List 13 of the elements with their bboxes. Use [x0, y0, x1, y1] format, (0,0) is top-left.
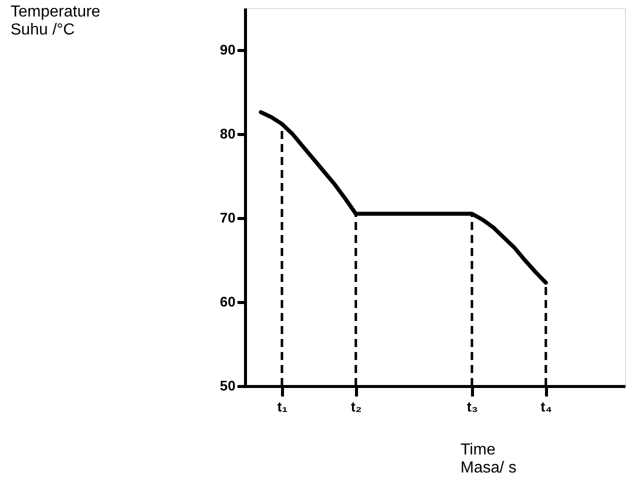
- y-tick-label: 60: [220, 294, 236, 310]
- text: Time: [460, 442, 496, 458]
- x-tick-label: t₄: [540, 398, 552, 414]
- x-tick-label: t₂: [350, 398, 362, 414]
- x-tick-label: t₃: [466, 398, 478, 414]
- y-tick-label: 80: [220, 126, 236, 142]
- y-tick-label: 90: [220, 42, 236, 58]
- text: Masa/ s: [460, 460, 517, 476]
- text: Suhu /°C: [10, 22, 75, 38]
- x-tick-label: t₁: [277, 398, 288, 414]
- text: Temperature: [10, 4, 100, 20]
- y-tick-label: 50: [220, 378, 236, 394]
- y-tick-label: 70: [220, 210, 236, 226]
